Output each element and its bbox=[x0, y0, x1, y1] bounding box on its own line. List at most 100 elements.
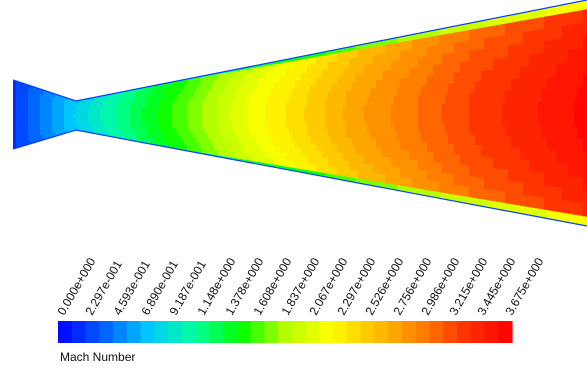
contour-cell bbox=[109, 98, 113, 103]
contour-cell bbox=[85, 119, 89, 123]
contour-cell bbox=[49, 118, 53, 122]
contour-cell bbox=[73, 106, 77, 110]
contour-cell bbox=[34, 90, 38, 95]
contour-cell bbox=[367, 147, 371, 157]
contour-cell bbox=[400, 77, 404, 88]
contour-cell bbox=[286, 160, 290, 168]
contour-cell bbox=[73, 102, 77, 106]
contour-cell bbox=[307, 93, 311, 101]
contour-cell bbox=[481, 81, 485, 93]
contour-cell bbox=[22, 122, 26, 128]
contour-cell bbox=[409, 150, 413, 161]
contour-cell bbox=[454, 93, 458, 105]
contour-cell bbox=[361, 56, 365, 66]
contour-cell bbox=[442, 173, 446, 184]
contour-cell bbox=[373, 55, 377, 65]
contour-cell bbox=[91, 113, 95, 117]
contour-cell bbox=[37, 135, 41, 140]
contour-cell bbox=[268, 83, 272, 91]
contour-cell bbox=[229, 88, 233, 95]
contour-cell bbox=[289, 107, 293, 116]
contour-cell bbox=[535, 65, 539, 79]
contour-cell bbox=[532, 89, 536, 103]
contour-cell bbox=[241, 148, 245, 155]
contour-cell bbox=[274, 64, 278, 72]
contour-cell bbox=[223, 78, 227, 85]
contour-cell bbox=[118, 103, 122, 108]
contour-cell bbox=[79, 111, 83, 114]
contour-cell bbox=[40, 101, 44, 106]
contour-cell bbox=[535, 101, 539, 114]
contour-cell bbox=[67, 103, 71, 107]
contour-cell bbox=[559, 13, 563, 27]
contour-cell bbox=[442, 133, 446, 144]
contour-cell bbox=[508, 136, 512, 148]
contour-cell bbox=[250, 149, 254, 156]
contour-cell bbox=[166, 83, 170, 88]
contour-cell bbox=[343, 160, 347, 170]
colorbar-band bbox=[209, 321, 224, 343]
contour-cell bbox=[448, 163, 452, 175]
contour-cell bbox=[538, 65, 542, 78]
contour-cell bbox=[34, 114, 38, 119]
contour-cell bbox=[541, 137, 545, 150]
contour-cell bbox=[145, 139, 149, 145]
contour-cell bbox=[487, 102, 491, 115]
contour-cell bbox=[112, 137, 116, 142]
contour-cell bbox=[88, 101, 92, 105]
contour-cell bbox=[160, 115, 164, 120]
contour-cell bbox=[403, 41, 407, 52]
contour-cell bbox=[520, 78, 524, 91]
contour-cell bbox=[94, 93, 98, 97]
contour-cell bbox=[118, 100, 122, 105]
contour-cell bbox=[142, 132, 146, 137]
contour-cell bbox=[490, 135, 494, 147]
contour-cell bbox=[193, 142, 197, 148]
contour-cell bbox=[118, 124, 122, 128]
contour-cell bbox=[448, 133, 452, 145]
contour-cell bbox=[478, 156, 482, 168]
contour-cell bbox=[562, 200, 566, 214]
contour-cell bbox=[451, 32, 455, 44]
contour-cell bbox=[79, 109, 83, 112]
contour-cell bbox=[331, 136, 335, 145]
colorbar-band bbox=[236, 321, 252, 343]
contour-cell bbox=[22, 142, 26, 147]
contour-cell bbox=[106, 118, 110, 122]
contour-cell bbox=[157, 88, 161, 93]
contour-cell bbox=[523, 171, 527, 184]
contour-cell bbox=[109, 126, 113, 130]
contour-cell bbox=[70, 133, 74, 137]
contour-cell bbox=[403, 95, 407, 106]
contour-cell bbox=[34, 111, 38, 116]
contour-cell bbox=[178, 110, 182, 116]
contour-cell bbox=[472, 166, 476, 178]
contour-cell bbox=[526, 124, 530, 138]
contour-cell bbox=[295, 114, 299, 122]
contour-cell bbox=[556, 199, 560, 213]
contour-cell bbox=[262, 150, 266, 158]
contour-cell bbox=[298, 148, 302, 156]
contour-cell bbox=[238, 98, 242, 105]
contour-cell bbox=[403, 159, 407, 169]
contour-cell bbox=[154, 118, 158, 124]
contour-cell bbox=[130, 102, 134, 107]
contour-cell bbox=[127, 90, 131, 94]
contour-cell bbox=[457, 164, 461, 176]
contour-cell bbox=[562, 187, 566, 201]
contour-cell bbox=[502, 124, 506, 137]
contour-cell bbox=[31, 136, 35, 141]
contour-cell bbox=[319, 114, 323, 123]
contour-cell bbox=[94, 127, 98, 131]
contour-cell bbox=[364, 64, 368, 74]
contour-cell bbox=[217, 119, 221, 126]
contour-cell bbox=[193, 105, 197, 111]
contour-cell bbox=[40, 85, 44, 89]
contour-cell bbox=[241, 69, 245, 77]
contour-cell bbox=[67, 112, 71, 116]
contour-cell bbox=[154, 126, 158, 131]
contour-cell bbox=[52, 97, 56, 102]
contour-cell bbox=[124, 115, 128, 119]
contour-cell bbox=[127, 115, 131, 119]
contour-cell bbox=[556, 162, 560, 176]
